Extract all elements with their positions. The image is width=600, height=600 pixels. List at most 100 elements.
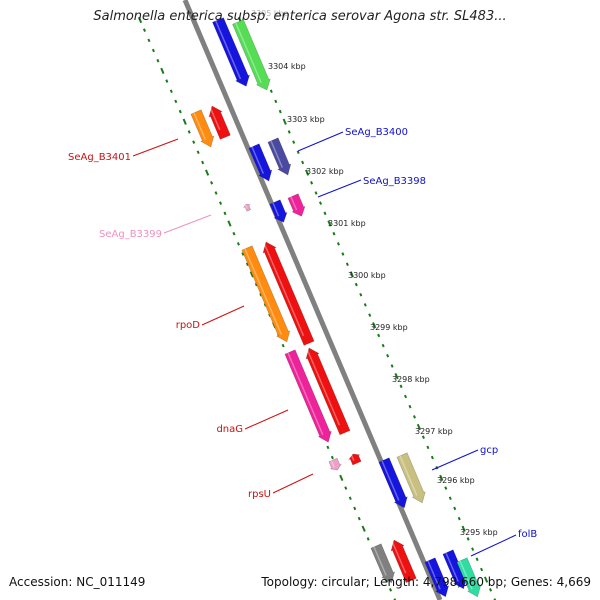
tick-mark [361,525,366,532]
tick-mark [404,394,408,399]
tick-mark [327,220,332,227]
tick-mark [196,150,200,155]
scale-label: 3301 kbp [328,219,366,228]
tick-mark [489,588,493,592]
gene-label[interactable]: rpsU [248,489,271,500]
gene-labels: SeAg_B3400 SeAg_B3398 SeAg_B3401 SeAg_B3399… [68,127,537,540]
tick-mark [210,181,214,185]
gene-arrow-highlight [235,22,262,84]
gene-label[interactable]: SeAg_B3401 [68,152,131,163]
gene-arrow[interactable] [241,245,291,343]
gene-label[interactable]: gcp [480,445,498,456]
scale-label: 3303 kbp [287,115,325,124]
tick-mark [178,109,182,114]
tick-mark [278,109,282,114]
tick-mark [227,220,232,227]
tick-mark [394,372,399,380]
tick-mark [323,211,327,216]
tick-mark [349,271,354,278]
gene-label[interactable]: SeAg_B3398 [363,176,426,187]
label-leader-line [201,305,245,326]
gene-arrow[interactable] [287,193,306,217]
genome-backbone [182,0,443,600]
tick-mark [301,160,305,165]
tick-mark [475,557,479,562]
gene-arrow[interactable] [347,453,362,466]
scale-label: 3298 kbp [392,375,430,384]
tick-mark [386,354,390,358]
gene-arrow[interactable] [262,241,315,346]
tick-mark [174,99,178,104]
tick-mark [390,364,394,368]
gene-arrow[interactable] [424,557,450,598]
gene-arrow-highlight [209,106,221,131]
gene-label[interactable]: rpoD [176,320,201,331]
tick-mark [381,343,385,348]
gene-arrow-highlight [244,204,248,209]
scale-label: 3296 kbp [437,476,475,485]
genome-title: Salmonella enterica subsp. enterica sero… [93,9,507,24]
tick-mark [412,415,416,419]
gene-arrow[interactable] [396,452,426,504]
tick-mark [241,252,245,256]
gene-arrow[interactable] [208,105,231,140]
tick-mark [372,322,377,329]
tick-mark [457,516,461,521]
tick-mark [368,313,372,317]
gene-arrow-highlight [272,202,280,217]
gene-arrow[interactable] [269,199,288,223]
scale-label: 3305 kbp [251,9,289,18]
gene-arrow[interactable] [370,543,396,584]
gene-label[interactable]: dnaG [216,424,243,435]
gene-arrow[interactable] [190,109,215,148]
gene-label[interactable]: SeAg_B3399 [99,229,162,240]
gene-label[interactable]: SeAg_B3400 [345,127,408,138]
tick-mark [444,486,448,490]
gene-arrow[interactable] [242,203,252,212]
tick-mark [187,130,191,134]
gene-arrow[interactable] [305,347,351,436]
gene-arrow[interactable] [212,17,250,87]
tick-mark [483,576,489,583]
tick-mark [296,150,300,155]
gene-arrow[interactable] [328,457,343,471]
tick-mark [366,537,370,541]
gene-label[interactable]: folB [518,529,537,540]
tick-mark [310,181,314,185]
tick-mark [330,455,334,460]
tick-mark [348,496,352,501]
gene-arrow-highlight [373,546,387,576]
gene-arrow[interactable] [456,557,482,598]
gene-arrow-highlight [350,454,355,461]
gene-arrow-highlight [330,460,335,468]
gene-arrow-highlight [251,146,265,174]
gene-arrow[interactable] [267,137,292,176]
label-leader-line [470,534,517,557]
tick-mark [345,262,349,266]
tick-mark [281,343,285,348]
gene-arrow-highlight [459,560,473,590]
gene-arrow[interactable] [390,539,417,583]
tick-mark [461,525,466,532]
label-leader-line [163,214,212,234]
tick-mark [389,588,393,592]
scale-label: 3295 kbp [460,528,498,537]
gene-arrow[interactable] [442,549,468,590]
tick-mark [332,231,336,236]
genome-summary: Topology: circular; Length: 4,798,660 bp… [261,575,591,589]
tick-mark [282,118,287,125]
gene-arrow[interactable] [248,143,273,182]
tick-mark [344,486,348,490]
tick-mark [160,67,165,75]
scale-label: 3302 kbp [306,167,344,176]
tick-mark [393,598,397,600]
gene-arrow[interactable] [232,19,271,91]
gene-arrow-highlight [287,352,324,436]
tick-mark [326,445,330,450]
gene-arrow-highlight [399,455,418,496]
gene-arrow[interactable] [284,349,332,443]
scale-labels: 3305 kbp 3304 kbp 3303 kbp 3302 kbp 3301 kbp… [251,9,498,537]
gene-arrow[interactable] [378,457,408,509]
tick-mark [493,598,497,600]
